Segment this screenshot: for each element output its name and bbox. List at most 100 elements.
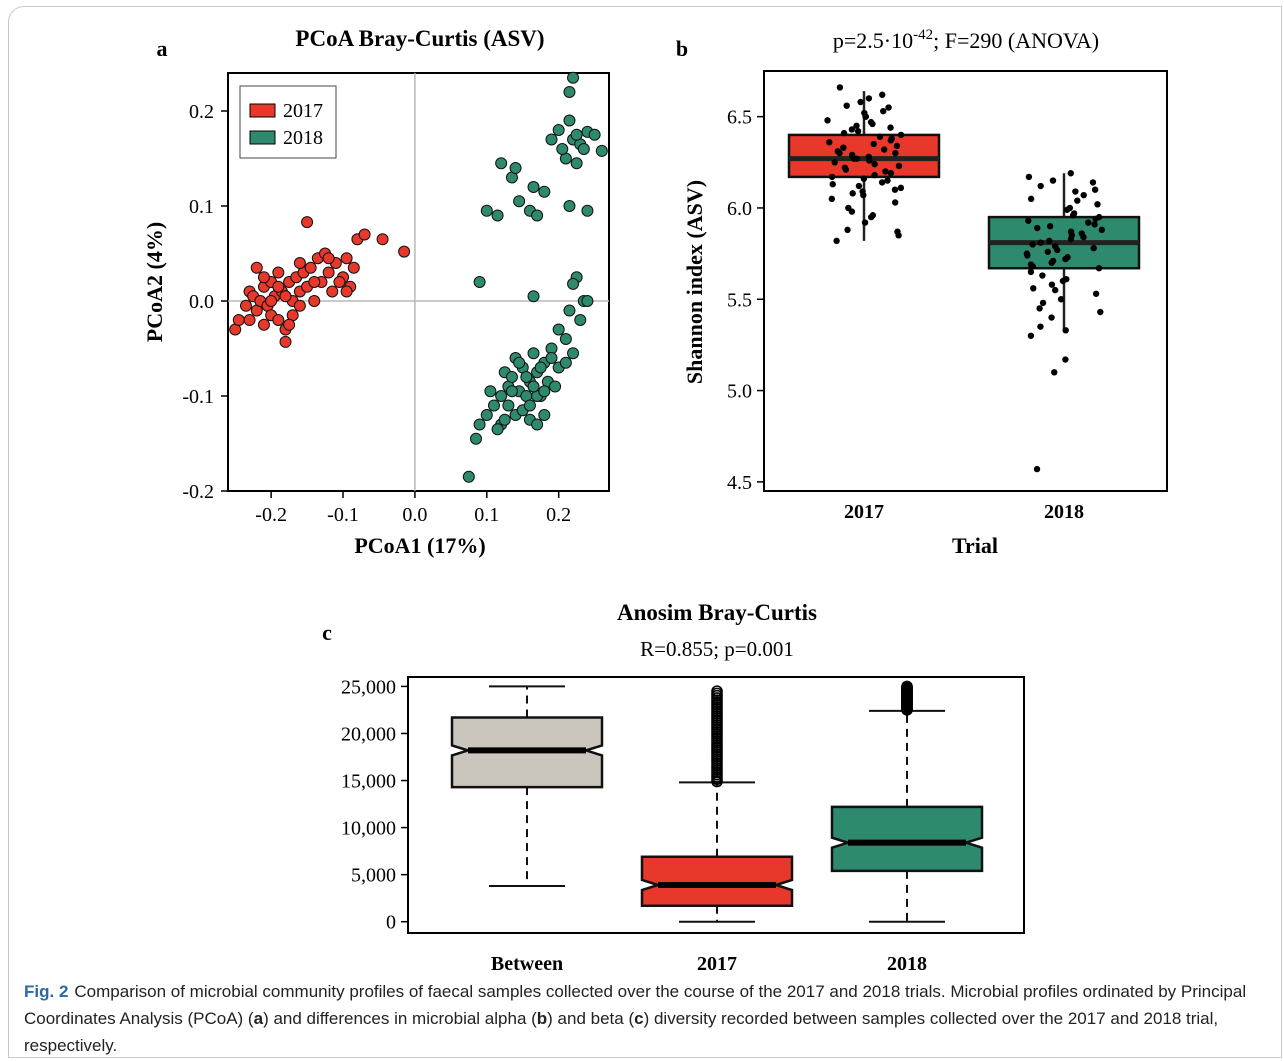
caption-text-4: ) diversity recorded between samples col…	[24, 1009, 1219, 1055]
scatter-point-2017	[272, 314, 285, 326]
scatter-point-2017	[257, 271, 270, 284]
jitter-point-2018	[1039, 299, 1047, 307]
scatter-point-2018	[498, 413, 511, 426]
scatter-point-2017	[308, 276, 321, 288]
scatter-point-2017	[347, 261, 360, 274]
jitter-point-2018	[1037, 239, 1044, 246]
panel-a-y-tick-label: -0.2	[182, 481, 214, 503]
jitter-point-2017	[897, 131, 905, 139]
scatter-point-2018	[588, 128, 601, 141]
panel-c-y-tick-label: 20,000	[341, 723, 396, 745]
scatter-point-2018	[513, 195, 526, 208]
scatter-point-2017	[304, 261, 317, 274]
scatter-point-2018	[527, 380, 540, 393]
jitter-point-2017	[887, 170, 895, 177]
scatter-point-2017	[293, 257, 306, 269]
box-2017	[640, 855, 794, 907]
scatter-point-2017	[283, 318, 296, 331]
scatter-point-2018	[538, 409, 551, 421]
panel-c-boxes	[450, 680, 984, 923]
scatter-point-2018	[473, 418, 486, 431]
panel-b-stat: p=2.5·10-42; F=290 (ANOVA)	[833, 27, 1099, 53]
scatter-point-2018	[495, 390, 508, 402]
scatter-point-2017	[308, 295, 321, 307]
panel-b-cat-2017: 2017	[844, 501, 884, 523]
scatter-point-2017	[322, 252, 335, 265]
jitter-point-2018	[1097, 308, 1104, 316]
scatter-point-2017	[243, 314, 256, 326]
jitter-point-2017	[878, 179, 886, 186]
scatter-point-2018	[491, 423, 504, 436]
scatter-point-2017	[272, 266, 285, 279]
jitter-point-2018	[1027, 332, 1035, 339]
scatter-point-2017	[272, 280, 285, 293]
scatter-point-2017	[340, 285, 353, 298]
scatter-point-2018	[531, 209, 544, 222]
jitter-point-2017	[828, 195, 836, 203]
scatter-point-2018	[527, 181, 540, 193]
scatter-point-2018	[505, 385, 518, 398]
panel-a-y-ticks: 0.2 0.1 0.0 -0.1 -0.2	[182, 101, 228, 503]
scatter-point-2018	[552, 323, 565, 336]
legend-label-2017: 2017	[283, 100, 323, 122]
jitter-point-2017	[843, 102, 850, 109]
scatter-point-2018	[559, 333, 572, 345]
scatter-point-2018	[527, 347, 540, 360]
jitter-point-2017	[840, 129, 848, 137]
panel-b-boxes	[787, 91, 1141, 333]
jitter-point-2017	[831, 159, 838, 166]
scatter-point-2018	[567, 277, 580, 290]
jitter-point-2018	[1039, 272, 1046, 279]
scatter-point-2018	[495, 157, 508, 170]
jitter-point-2017	[848, 208, 856, 215]
jitter-point-2017	[891, 199, 899, 206]
jitter-point-2017	[884, 177, 891, 184]
scatter-point-2018	[480, 409, 493, 421]
jitter-point-2017	[865, 95, 873, 102]
panel-a-plot-box	[227, 72, 610, 492]
scatter-point-2018	[513, 356, 526, 369]
panel-c-y-ticks: 25,000 20,000 15,000 10,000 5,000 0	[341, 676, 408, 934]
scatter-point-2018	[567, 347, 580, 360]
scatter-point-2018	[570, 157, 583, 170]
panel-b-y-tick-label: 6.0	[727, 198, 752, 220]
scatter-point-2018	[502, 399, 515, 412]
jitter-point-2018	[1062, 327, 1069, 334]
scatter-point-2017	[293, 299, 306, 312]
jitter-point-2018	[1033, 465, 1041, 473]
scatter-point-2018	[509, 162, 522, 174]
panel-c-cat-between: Between	[491, 953, 563, 975]
scatter-point-2018	[523, 399, 536, 412]
jitter-point-2018	[1030, 285, 1037, 292]
panel-a-x-tick-label: 0.2	[546, 504, 571, 526]
jitter-point-2018	[1063, 206, 1071, 213]
jitter-point-2018	[1024, 252, 1031, 259]
panel-b-y-tick-label: 4.5	[727, 472, 752, 494]
jitter-point-2017	[891, 186, 899, 193]
panel-b: b p=2.5·10-42; F=290 (ANOVA) 6.5 6.0 5.5 5.…	[676, 27, 1168, 558]
scatter-point-2018	[520, 371, 533, 383]
scatter-point-2018	[581, 295, 594, 307]
jitter-point-2017	[840, 144, 847, 151]
panel-c-subtitle: R=0.855; p=0.001	[640, 637, 794, 661]
jitter-point-2017	[869, 120, 876, 128]
panel-b-ylabel: Shannon index (ASV)	[682, 180, 707, 384]
jitter-point-2017	[844, 226, 851, 234]
jitter-point-2018	[1044, 248, 1051, 255]
jitter-point-2017	[842, 166, 850, 173]
panel-c-letter: c	[322, 620, 332, 645]
caption-text-2: ) and differences in microbial alpha (	[263, 1009, 537, 1028]
panel-c-title: Anosim Bray-Curtis	[617, 600, 817, 625]
jitter-point-2017	[824, 117, 831, 124]
jitter-point-2018	[1036, 305, 1043, 312]
jitter-point-2017	[882, 168, 889, 175]
legend-swatch-2017	[249, 103, 276, 118]
panel-a-y-tick-label: 0.2	[189, 101, 214, 123]
scatter-point-2018	[570, 128, 583, 141]
panel-a-letter: a	[157, 36, 168, 61]
jitter-point-2017	[887, 137, 894, 144]
jitter-point-2018	[1046, 223, 1054, 230]
scatter-point-2017	[265, 295, 278, 307]
panel-a-y-tick-label: 0.0	[189, 291, 214, 313]
